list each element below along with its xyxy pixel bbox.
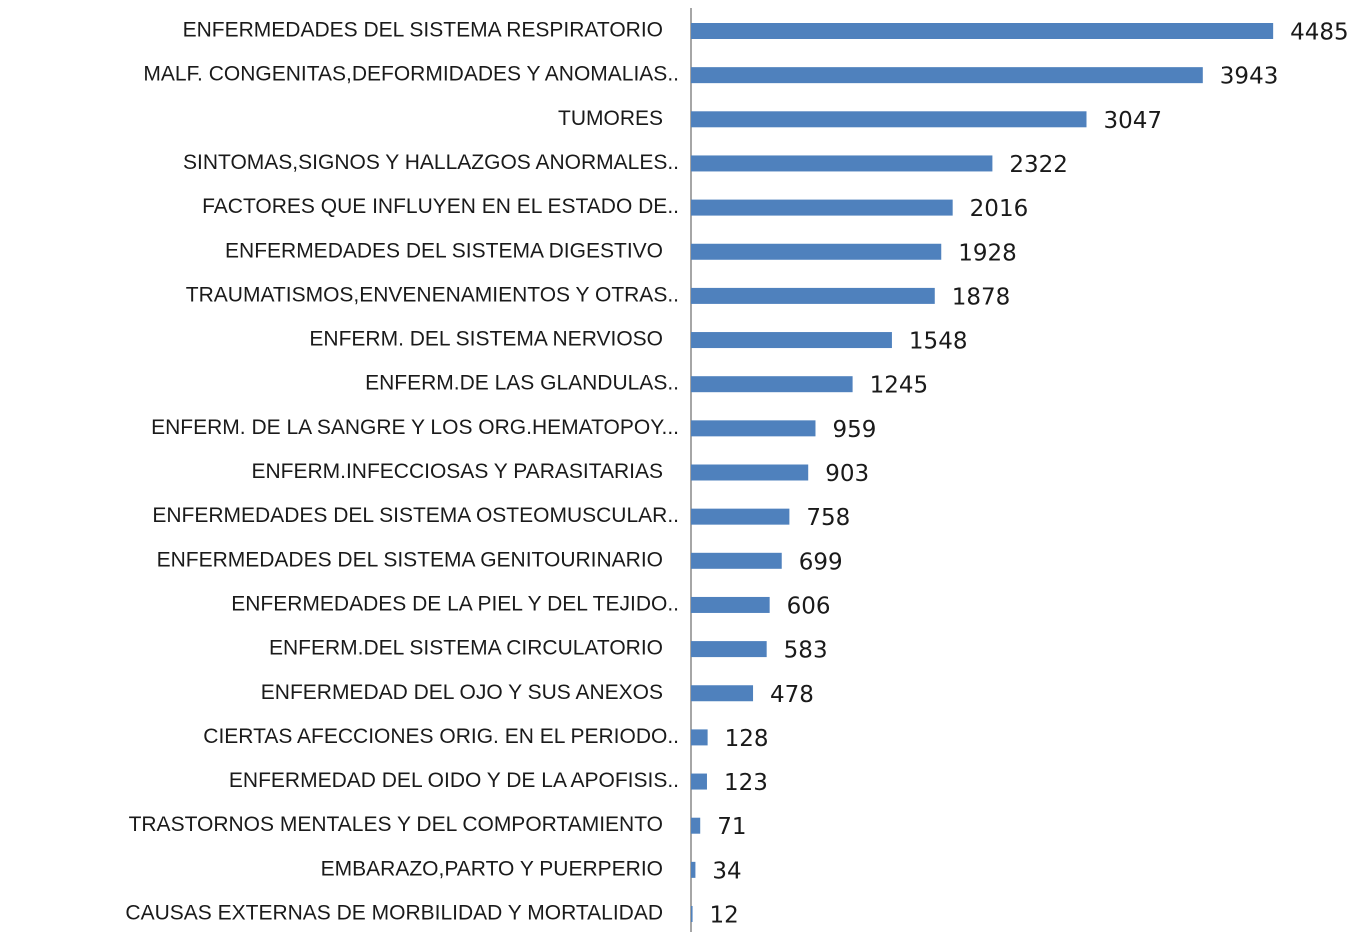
category-label: ENFERMEDADES DE LA PIEL Y DEL TEJIDO.. — [231, 592, 679, 615]
bar — [691, 508, 790, 525]
value-label: 1928 — [958, 240, 1017, 266]
category-label: CIERTAS AFECCIONES ORIG. EN EL PERIODO.. — [203, 725, 679, 748]
category-label: EMBARAZO,PARTO Y PUERPERIO — [321, 857, 663, 880]
bar — [691, 420, 816, 437]
category-label: MALF. CONGENITAS,DEFORMIDADES Y ANOMALIA… — [143, 63, 679, 86]
category-label: ENFERMEDADES DEL SISTEMA RESPIRATORIO — [183, 19, 663, 42]
bar — [691, 23, 1274, 39]
value-label: 2322 — [1009, 152, 1068, 178]
category-label: ENFERMEDADES DEL SISTEMA DIGESTIVO — [225, 239, 663, 262]
bar — [691, 332, 892, 349]
value-label: 4485 — [1290, 20, 1349, 46]
value-label: 1245 — [870, 373, 929, 399]
category-label: ENFERMEDADES DEL SISTEMA GENITOURINARIO — [157, 548, 663, 571]
value-label: 123 — [724, 770, 768, 796]
category-label: ENFERMEDAD DEL OJO Y SUS ANEXOS — [261, 681, 663, 704]
bar — [691, 685, 754, 702]
category-label: CAUSAS EXTERNAS DE MORBILIDAD Y MORTALID… — [125, 902, 663, 925]
value-label: 2016 — [970, 196, 1029, 222]
value-label: 128 — [725, 726, 769, 752]
value-label: 606 — [787, 593, 831, 619]
bar — [691, 287, 935, 304]
bar — [691, 773, 707, 790]
bar — [691, 817, 701, 834]
category-label: ENFERM.DEL SISTEMA CIRCULATORIO — [269, 637, 663, 660]
bar — [691, 861, 696, 878]
value-label: 583 — [784, 638, 828, 664]
value-label: 959 — [832, 417, 876, 443]
value-label: 34 — [712, 858, 741, 884]
value-label: 3943 — [1220, 64, 1279, 90]
bar — [691, 464, 809, 481]
category-label: ENFERM.DE LAS GLANDULAS.. — [365, 372, 679, 395]
bar — [691, 376, 853, 393]
bar — [691, 906, 693, 922]
category-label: ENFERM. DE LA SANGRE Y LOS ORG.HEMATOPOY… — [151, 416, 679, 439]
bar — [691, 596, 770, 613]
value-label: 478 — [770, 682, 814, 708]
bar — [691, 67, 1203, 84]
bar — [691, 729, 708, 746]
category-label: ENFERM.INFECCIOSAS Y PARASITARIAS — [251, 460, 663, 483]
value-label: 758 — [806, 505, 850, 531]
category-label: TRASTORNOS MENTALES Y DEL COMPORTAMIENTO — [129, 813, 663, 836]
bar — [691, 111, 1087, 128]
category-label: SINTOMAS,SIGNOS Y HALLAZGOS ANORMALES.. — [183, 151, 679, 174]
category-label: ENFERMEDADES DEL SISTEMA OSTEOMUSCULAR.. — [152, 504, 679, 527]
bar — [691, 243, 942, 260]
value-label: 1548 — [909, 329, 968, 355]
category-label: ENFERM. DEL SISTEMA NERVIOSO — [309, 328, 663, 351]
value-label: 903 — [825, 461, 869, 487]
value-label: 71 — [717, 814, 746, 840]
value-label: 699 — [799, 549, 843, 575]
value-label: 12 — [710, 903, 739, 929]
category-label: ENFERMEDAD DEL OIDO Y DE LA APOFISIS.. — [229, 769, 679, 792]
value-label: 3047 — [1104, 108, 1163, 134]
category-label: FACTORES QUE INFLUYEN EN EL ESTADO DE.. — [202, 195, 679, 218]
value-label: 1878 — [952, 284, 1011, 310]
bar — [691, 552, 782, 569]
bar — [691, 155, 993, 172]
bar — [691, 199, 953, 216]
bar — [691, 641, 767, 658]
category-label: TRAUMATISMOS,ENVENENAMIENTOS Y OTRAS.. — [186, 283, 679, 306]
category-label: TUMORES — [558, 107, 663, 130]
